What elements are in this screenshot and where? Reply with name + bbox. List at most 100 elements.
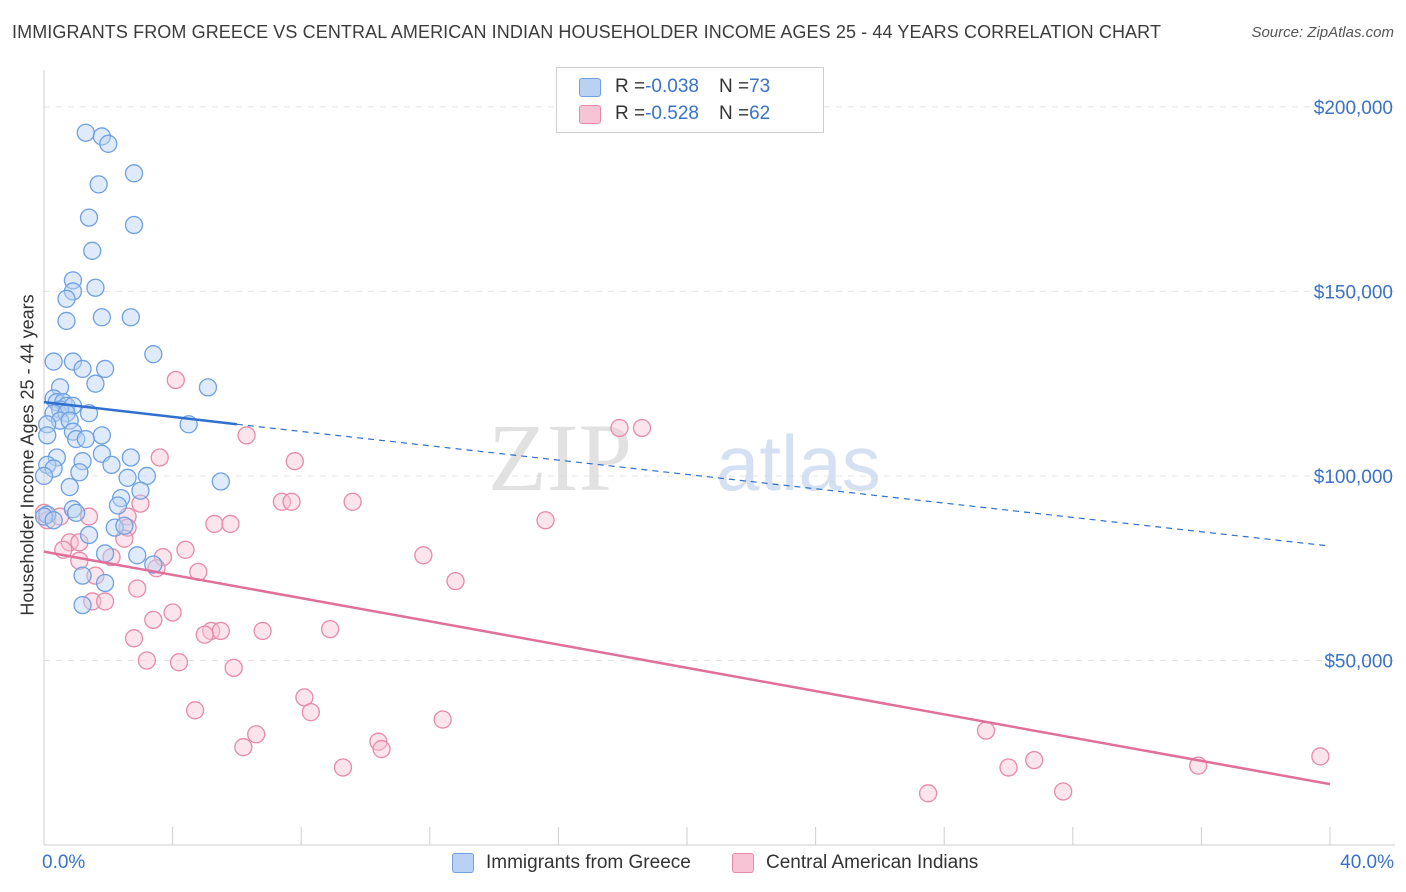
y-tick-labels: $50,000 $100,000 $150,000 $200,000 xyxy=(1314,98,1393,673)
x-tick-label-max: 40.0% xyxy=(1340,852,1394,873)
greece-point xyxy=(115,516,134,535)
cai-point xyxy=(918,784,938,803)
cai-r-label: R = xyxy=(615,103,646,124)
greece-n-label: N = xyxy=(718,76,750,97)
greece-point xyxy=(86,278,105,297)
cai-point xyxy=(433,710,452,729)
greece-point xyxy=(79,525,99,545)
greece-r-value: -0.038 xyxy=(645,76,699,97)
greece-point xyxy=(57,311,76,331)
cai-point xyxy=(118,518,137,537)
greece-trend-extension xyxy=(236,423,1331,547)
greece-point xyxy=(60,477,79,497)
bottom-legend: Immigrants from Greece Central American … xyxy=(0,852,1406,878)
legend: R = -0.038 N = 73 R = -0.528 N = 62 xyxy=(556,67,824,133)
greece-n-value: 73 xyxy=(749,76,771,97)
cai-point xyxy=(211,621,230,641)
greece-point xyxy=(95,544,115,563)
cai-point xyxy=(176,540,195,559)
greece-point xyxy=(124,164,144,183)
cai-point xyxy=(536,511,555,530)
cai-legend-swatch xyxy=(732,853,754,873)
greece-legend-label: Immigrants from Greece xyxy=(486,852,691,873)
cai-point xyxy=(372,739,391,759)
greece-point xyxy=(67,429,86,449)
cai-point xyxy=(282,492,301,511)
cai-point xyxy=(1311,747,1330,766)
cai-point xyxy=(205,514,224,534)
greece-point xyxy=(121,448,140,467)
cai-point xyxy=(976,721,996,740)
greece-point xyxy=(67,503,86,523)
cai-point xyxy=(153,547,173,567)
watermark-atlas: atlas xyxy=(716,419,881,507)
greece-point xyxy=(63,282,83,301)
greece-point xyxy=(86,374,105,393)
greece-point xyxy=(73,359,92,379)
greece-point xyxy=(50,378,70,397)
greece-legend-swatch xyxy=(452,853,474,873)
cai-point xyxy=(144,610,163,630)
cai-point xyxy=(253,621,272,641)
watermark: ZIP atlas xyxy=(488,404,881,511)
y-axis-label: Householder Income Ages 25 - 44 years xyxy=(17,294,38,616)
greece-point xyxy=(44,404,63,423)
greece-point xyxy=(128,546,147,565)
cai-point xyxy=(166,370,185,390)
x-tick-label-min: 0.0% xyxy=(42,852,86,873)
greece-point xyxy=(108,496,128,515)
cai-trend-line xyxy=(43,550,1331,786)
cai-point xyxy=(446,571,465,591)
greece-point xyxy=(60,411,79,430)
greece-point xyxy=(121,308,140,327)
cai-point xyxy=(70,551,89,570)
cai-point xyxy=(150,448,169,467)
cai-point xyxy=(95,592,115,611)
greece-point xyxy=(44,459,63,478)
cai-point xyxy=(224,658,243,678)
cai-point xyxy=(272,492,292,511)
chart-title: IMMIGRANTS FROM GREECE VS CENTRAL AMERIC… xyxy=(12,22,1162,42)
cai-point xyxy=(1054,782,1073,801)
cai-point xyxy=(169,653,189,672)
greece-point xyxy=(34,507,54,526)
cai-point xyxy=(320,619,340,639)
legend-row-greece: R = -0.038 N = 73 xyxy=(579,76,770,98)
cai-point xyxy=(333,758,353,777)
bottom-legend-cai: Central American Indians xyxy=(732,852,978,874)
greece-point xyxy=(34,466,54,486)
cai-point xyxy=(221,514,240,534)
cai-n-value: 62 xyxy=(749,103,771,124)
cai-point xyxy=(343,492,362,511)
greece-point xyxy=(92,308,112,327)
cai-r-value: -0.528 xyxy=(645,103,699,124)
greece-point xyxy=(92,127,112,146)
greece-point xyxy=(79,208,99,227)
greece-point xyxy=(92,426,112,445)
greece-point xyxy=(95,359,115,379)
greece-point xyxy=(70,463,89,482)
cai-point xyxy=(83,592,102,611)
greece-point xyxy=(73,452,92,471)
source-label: Source: ZipAtlas.com xyxy=(1251,24,1394,41)
greece-point xyxy=(63,352,83,371)
cai-point xyxy=(70,533,89,552)
greece-point xyxy=(47,448,67,467)
cai-points xyxy=(34,370,1330,803)
cai-point xyxy=(60,533,79,552)
greece-point xyxy=(76,123,95,142)
greece-point xyxy=(44,352,63,371)
cai-point xyxy=(999,758,1018,777)
cai-point xyxy=(237,426,256,445)
greece-trend-line xyxy=(43,400,238,426)
cai-point xyxy=(632,418,652,438)
greece-point xyxy=(131,481,150,500)
cai-point xyxy=(86,566,105,585)
cai-point xyxy=(124,629,144,648)
greece-r-label: R = xyxy=(615,76,646,97)
greece-point xyxy=(38,426,57,445)
greece-point xyxy=(118,468,137,487)
greece-point xyxy=(76,429,95,449)
cai-point xyxy=(137,651,157,670)
